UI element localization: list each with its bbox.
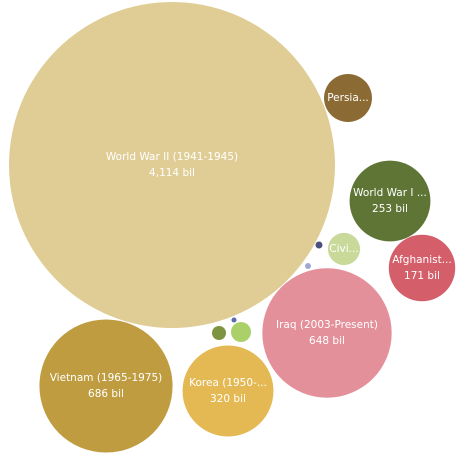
bubble bbox=[211, 325, 227, 341]
bubble bbox=[231, 317, 237, 323]
bubble bbox=[9, 2, 335, 328]
bubble-label: Vietnam (1965-1975) bbox=[50, 372, 163, 384]
bubble bbox=[182, 345, 274, 437]
value-label: 320 bil bbox=[210, 393, 246, 405]
bubble bbox=[388, 234, 456, 302]
value-label: 648 bil bbox=[309, 335, 345, 347]
bubble-label: Korea (1950-... bbox=[189, 377, 267, 389]
bubble-label: World War I ... bbox=[353, 187, 427, 199]
bubble-label: Civi... bbox=[329, 243, 358, 255]
bubble bbox=[39, 319, 173, 453]
bubble-label: Iraq (2003-Present) bbox=[276, 319, 378, 331]
bubble bbox=[315, 241, 323, 249]
value-label: 171 bil bbox=[404, 270, 440, 282]
bubble bbox=[327, 232, 361, 266]
value-label: 253 bil bbox=[372, 203, 408, 215]
bubble bbox=[304, 262, 312, 270]
bubble bbox=[230, 321, 252, 343]
value-label: 686 bil bbox=[88, 388, 124, 400]
bubble-label: Persia... bbox=[327, 92, 369, 104]
bubble bbox=[262, 268, 392, 398]
value-label: 4,114 bil bbox=[149, 167, 195, 179]
bubble bbox=[324, 74, 372, 122]
bubble-label: World War II (1941-1945) bbox=[106, 151, 238, 163]
bubble-label: Afghanist... bbox=[392, 254, 451, 266]
bubble bbox=[349, 160, 431, 242]
